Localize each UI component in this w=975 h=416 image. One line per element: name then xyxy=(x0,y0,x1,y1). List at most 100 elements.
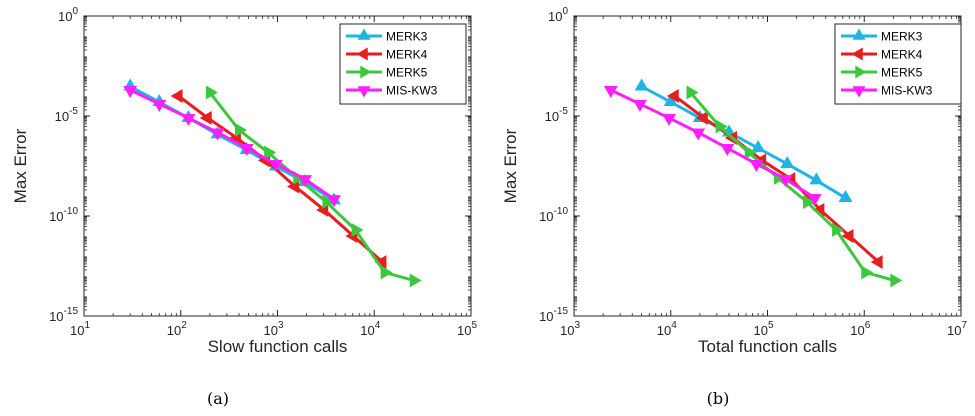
x-tick-base: 10 xyxy=(263,323,277,338)
x-tick-label: 104 xyxy=(360,320,380,338)
y-tick-exponent: -10 xyxy=(554,206,569,217)
x-tick-label: 102 xyxy=(167,320,187,338)
y-tick-base: 10 xyxy=(548,9,562,24)
series-line xyxy=(689,91,895,282)
x-tick-base: 10 xyxy=(167,323,181,338)
legend-label: MERK3 xyxy=(881,30,923,44)
y-tick-label: 10-5 xyxy=(545,106,569,124)
y-tick-base: 10 xyxy=(58,9,72,24)
data-point xyxy=(662,113,676,126)
data-point xyxy=(861,265,874,280)
data-point xyxy=(210,128,225,141)
series-line xyxy=(673,94,880,264)
x-tick-exponent: 5 xyxy=(768,320,774,331)
x-tick-base: 10 xyxy=(850,323,864,338)
legend-swatch-marker xyxy=(852,86,866,98)
data-point xyxy=(181,113,196,126)
y-tick-exponent: -5 xyxy=(69,106,78,117)
y-tick-base: 10 xyxy=(55,109,69,124)
x-tick-exponent: 7 xyxy=(961,320,967,331)
y-tick-base: 10 xyxy=(539,209,553,224)
y-tick-exponent: -10 xyxy=(64,206,79,217)
data-point xyxy=(199,110,212,125)
data-point xyxy=(351,223,364,237)
legend-label: MERK4 xyxy=(881,48,923,62)
data-point xyxy=(268,159,283,172)
data-point xyxy=(205,85,218,100)
legend-label: MERK3 xyxy=(386,30,428,44)
data-point xyxy=(832,223,845,237)
legend-swatch-marker xyxy=(852,28,866,40)
data-point xyxy=(780,155,795,168)
x-tick-base: 10 xyxy=(457,323,471,338)
data-point xyxy=(778,175,793,188)
data-point xyxy=(264,145,277,160)
series-mis-kw3 xyxy=(603,85,822,206)
data-point xyxy=(841,229,854,243)
data-point xyxy=(152,99,167,112)
y-tick-base: 10 xyxy=(545,109,559,124)
x-tick-exponent: 3 xyxy=(574,320,580,331)
y-tick-exponent: -15 xyxy=(554,306,569,317)
legend-swatch-marker xyxy=(360,65,372,79)
x-tick-exponent: 5 xyxy=(471,320,477,331)
y-tick-label: 10-15 xyxy=(49,306,78,324)
legend-swatch-marker xyxy=(357,28,371,40)
x-tick-exponent: 1 xyxy=(84,320,90,331)
x-tick-base: 10 xyxy=(753,323,767,338)
y-tick-label: 10-10 xyxy=(539,206,568,224)
data-point xyxy=(663,94,678,107)
y-tick-base: 10 xyxy=(539,309,553,324)
axes-box xyxy=(573,15,962,317)
y-tick-base: 10 xyxy=(49,309,63,324)
series-mis-kw3 xyxy=(123,85,341,208)
x-tick-base: 10 xyxy=(560,323,574,338)
y-tick-exponent: -5 xyxy=(559,106,568,117)
y-tick-label: 100 xyxy=(548,6,568,24)
x-tick-exponent: 4 xyxy=(671,320,677,331)
data-point xyxy=(838,189,853,202)
x-tick-label: 101 xyxy=(70,320,90,338)
data-point xyxy=(322,195,335,209)
data-point xyxy=(603,85,618,98)
data-point xyxy=(686,85,699,100)
panel-caption: (a) xyxy=(207,389,229,408)
x-tick-base: 10 xyxy=(947,323,961,338)
legend: MERK3 MERK4 MERK5 MIS-KW3 xyxy=(834,23,962,105)
x-tick-label: 103 xyxy=(263,320,283,338)
data-point xyxy=(890,273,903,288)
data-point xyxy=(715,119,728,134)
y-tick-label: 10-15 xyxy=(539,306,568,324)
y-tick-exponent: -15 xyxy=(64,306,79,317)
legend-label: MIS-KW3 xyxy=(386,84,438,98)
x-tick-exponent: 6 xyxy=(865,320,871,331)
series-merk5 xyxy=(205,85,422,288)
y-axis-label: Max Error xyxy=(501,128,520,203)
data-point xyxy=(632,99,647,112)
x-axis-label: Slow function calls xyxy=(208,337,348,356)
data-point xyxy=(751,140,766,153)
y-tick-exponent: 0 xyxy=(72,6,78,17)
series-line xyxy=(208,91,415,282)
data-point xyxy=(691,128,706,141)
x-tick-label: 105 xyxy=(753,320,773,338)
y-tick-exponent: 0 xyxy=(562,6,568,17)
x-tick-base: 10 xyxy=(360,323,374,338)
data-point xyxy=(720,144,735,157)
x-tick-exponent: 2 xyxy=(181,320,187,331)
y-tick-base: 10 xyxy=(49,209,63,224)
data-point xyxy=(666,89,679,103)
x-tick-base: 10 xyxy=(70,323,84,338)
series-line xyxy=(177,94,384,264)
legend-swatch-marker xyxy=(356,47,368,61)
axes-box xyxy=(83,15,472,317)
data-point xyxy=(327,195,341,208)
panel-caption: (b) xyxy=(707,389,730,408)
data-point xyxy=(380,265,393,280)
data-point xyxy=(634,78,649,91)
x-tick-exponent: 3 xyxy=(278,320,284,331)
y-tick-label: 10-5 xyxy=(55,106,79,124)
data-point xyxy=(123,85,138,98)
